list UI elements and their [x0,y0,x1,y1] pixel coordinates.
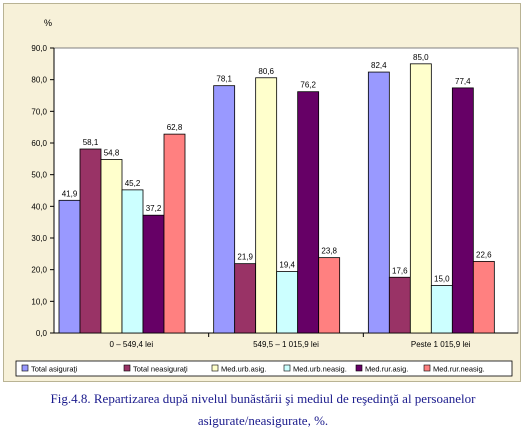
y-tick-label: 70,0 [31,107,47,116]
bar [100,159,123,334]
data-label: 77,4 [455,77,471,86]
data-label: 82,4 [371,61,387,70]
data-label: 23,8 [321,247,337,256]
bar [318,257,341,334]
legend-label: Total neasiguraţi [133,365,188,374]
bar [409,63,432,334]
bar [430,285,453,334]
legend-label: Med.rur.asig. [365,365,408,374]
data-label: 58,1 [83,138,99,147]
legend-swatch [21,364,29,372]
bar [451,87,474,334]
y-tick-label: 60,0 [31,139,47,148]
data-label: 21,9 [237,253,253,262]
bar [297,91,320,334]
bar [367,71,390,334]
y-tick-label: 90,0 [31,44,47,53]
x-tick-label: 549,5 – 1 015,9 lei [253,340,319,349]
data-label: 78,1 [216,75,232,84]
y-tick-label: 30,0 [31,234,47,243]
legend-swatch [123,364,131,372]
y-axis-label: % [44,18,52,28]
data-label: 41,9 [62,189,78,198]
y-tick-label: 40,0 [31,202,47,211]
caption-line-2: asigurate/neasigurate, %. [197,413,329,428]
legend-label: Med.urb.neasig. [293,365,347,374]
bar [255,77,278,334]
bar [163,133,186,334]
data-label: 19,4 [279,261,295,270]
data-label: 62,8 [167,123,183,132]
bar [142,214,165,334]
data-label: 37,2 [146,204,162,213]
bar [472,261,495,334]
bar [79,148,102,334]
legend-swatch [283,364,291,372]
bar [121,189,144,334]
data-label: 85,0 [413,53,429,62]
y-tick-label: 50,0 [31,171,47,180]
bar [213,85,236,334]
chart-area: % 0,0 10,0 20,0 30,0 40,0 50,0 60,0 70,0 80,0 90,0… [3,3,521,382]
legend [15,360,513,377]
x-tick-label: Peste 1 015,9 lei [411,340,471,349]
bar [388,276,411,334]
y-tick-label: 20,0 [31,266,47,275]
data-label: 45,2 [125,179,141,188]
y-tick-label: 80,0 [31,76,47,85]
bar [234,263,257,334]
data-label: 22,6 [476,250,492,259]
caption-line-1: Fig.4.8. Repartizarea după nivelul bunăs… [50,391,476,406]
legend-label: Med.rur.neasig. [433,365,485,374]
x-tick-label: 0 – 549,4 lei [110,340,154,349]
data-label: 17,6 [392,266,408,275]
legend-swatch [211,364,219,372]
data-label: 80,6 [258,67,274,76]
bar-chart: % 0,0 10,0 20,0 30,0 40,0 50,0 60,0 70,0 80,0 90,0… [15,18,519,377]
data-label: 76,2 [300,81,316,90]
bar [276,271,299,334]
data-label: 54,8 [104,148,120,157]
legend-swatch [355,364,363,372]
bar [58,199,81,334]
legend-swatch [423,364,431,372]
legend-label: Med.urb.asig. [221,365,266,374]
y-tick-label: 10,0 [31,297,47,306]
legend-label: Total asiguraţi [31,365,78,374]
y-tick-label: 0,0 [36,329,48,338]
data-label: 15,0 [434,275,450,284]
